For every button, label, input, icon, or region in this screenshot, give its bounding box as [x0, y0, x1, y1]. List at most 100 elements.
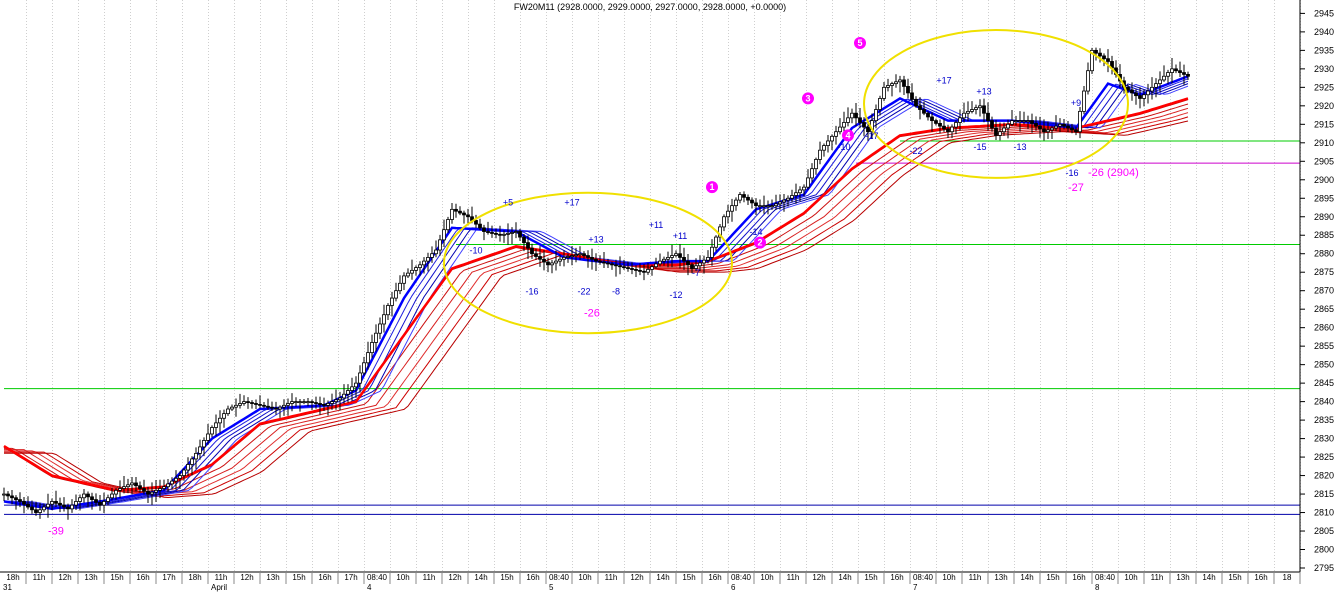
price-body: [458, 210, 462, 214]
x-tick-label: 12h: [812, 573, 825, 582]
price-body: [846, 117, 850, 123]
price-body: [682, 257, 686, 262]
price-body: [990, 120, 994, 129]
price-body: [254, 403, 258, 405]
price-body: [270, 406, 274, 409]
price-body: [354, 382, 358, 388]
price-body: [26, 503, 30, 508]
swing-label: -16: [525, 286, 538, 296]
swing-label: +11: [673, 231, 688, 241]
price-body: [842, 122, 846, 128]
price-body: [290, 401, 294, 404]
price-body: [662, 258, 666, 262]
price-body: [994, 127, 998, 136]
swing-label: +13: [588, 235, 603, 245]
price-body: [366, 352, 370, 364]
price-body: [786, 197, 790, 201]
price-body: [734, 199, 738, 207]
price-body: [638, 269, 642, 272]
y-tick-label: 2890: [1314, 212, 1334, 222]
price-body: [1022, 120, 1026, 123]
price-body: [670, 255, 674, 258]
price-body: [722, 216, 726, 228]
price-body: [150, 491, 154, 495]
x-tick-label: 14h: [838, 573, 851, 582]
price-body: [506, 232, 510, 235]
price-body: [326, 403, 330, 406]
x-tick-label: 15h: [1228, 573, 1241, 582]
price-body: [678, 253, 682, 258]
price-body: [318, 403, 322, 405]
price-body: [330, 401, 334, 404]
price-body: [98, 501, 102, 506]
y-tick-label: 2820: [1314, 471, 1334, 481]
x-tick-label: 08:40: [913, 573, 934, 582]
price-body: [642, 270, 646, 273]
y-tick-label: 2930: [1314, 64, 1334, 74]
x-tick-label: 11h: [787, 573, 800, 582]
price-body: [498, 233, 502, 236]
y-tick-label: 2850: [1314, 360, 1334, 370]
date-label: 7: [913, 583, 918, 592]
price-body: [554, 260, 558, 264]
price-body: [1026, 120, 1030, 123]
price-body: [1166, 72, 1170, 77]
price-body: [1182, 72, 1186, 75]
price-body: [282, 404, 286, 408]
price-body: [82, 493, 86, 499]
price-body: [126, 484, 130, 488]
price-body: [210, 427, 214, 435]
price-body: [414, 267, 418, 271]
price-body: [274, 407, 278, 410]
price-body: [982, 105, 986, 114]
price-body: [614, 264, 618, 267]
y-tick-label: 2875: [1314, 267, 1334, 277]
price-body: [1066, 125, 1070, 129]
y-tick-label: 2865: [1314, 304, 1334, 314]
price-body: [750, 199, 754, 204]
price-body: [94, 499, 98, 503]
price-body: [134, 482, 138, 487]
price-body: [886, 85, 890, 88]
price-body: [162, 486, 166, 489]
x-tick-label: 16h: [1072, 573, 1085, 582]
price-body: [690, 264, 694, 269]
price-body: [86, 493, 90, 498]
x-tick-label: 11h: [33, 573, 46, 582]
y-tick-label: 2910: [1314, 138, 1334, 148]
price-body: [14, 497, 18, 500]
price-body: [386, 305, 390, 316]
price-body: [1034, 122, 1038, 127]
price-body: [182, 469, 186, 476]
price-body: [6, 493, 10, 497]
price-body: [30, 506, 34, 511]
price-body: [898, 79, 902, 83]
price-body: [978, 105, 982, 109]
y-tick-label: 2835: [1314, 415, 1334, 425]
x-tick-label: 18h: [6, 573, 19, 582]
price-body: [826, 140, 830, 146]
price-body: [646, 269, 650, 273]
y-tick-label: 2885: [1314, 230, 1334, 240]
price-body: [1082, 90, 1086, 112]
price-body: [166, 483, 170, 488]
annotations: +5 +17 +13 +11 +11 -10 -16 -22 -8 -12 -7 -14 +17 +13 +…: [48, 36, 1139, 538]
price-body: [114, 489, 118, 495]
price-body: [418, 264, 422, 268]
price-body: [250, 402, 254, 404]
swing-label: +9: [1071, 98, 1081, 108]
x-tick-label: 16h: [526, 573, 539, 582]
price-body: [818, 149, 822, 160]
price-body: [1158, 79, 1162, 85]
price-body: [1050, 127, 1054, 131]
price-body: [546, 261, 550, 266]
price-body: [534, 253, 538, 257]
price-body: [486, 231, 490, 233]
price-body: [850, 112, 854, 119]
y-tick-label: 2940: [1314, 27, 1334, 37]
swing-label: +13: [976, 87, 991, 97]
price-body: [70, 504, 74, 510]
grid-lines: [26, 0, 1301, 572]
price-body: [490, 232, 494, 234]
